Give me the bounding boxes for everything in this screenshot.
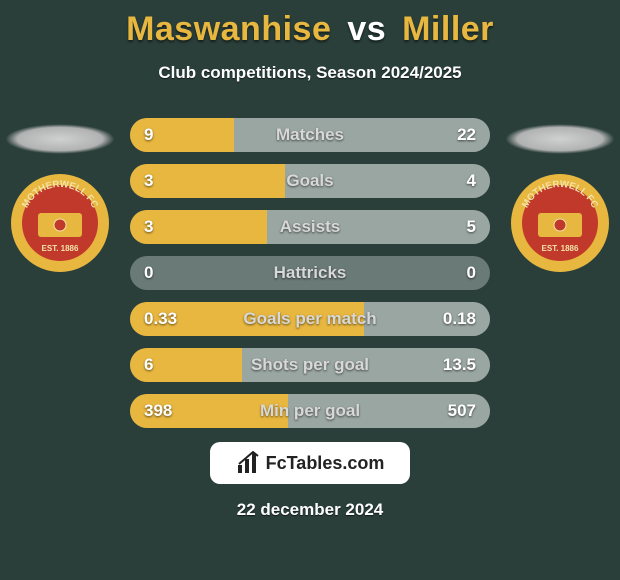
stat-label: Goals bbox=[130, 164, 490, 198]
stat-row: 00Hattricks bbox=[130, 256, 490, 290]
svg-text:EST. 1886: EST. 1886 bbox=[42, 244, 79, 253]
player1-ellipse-shadow bbox=[5, 124, 115, 154]
stat-row: 35Assists bbox=[130, 210, 490, 244]
stat-row: 398507Min per goal bbox=[130, 394, 490, 428]
stat-row: 922Matches bbox=[130, 118, 490, 152]
date-text: 22 december 2024 bbox=[0, 500, 620, 520]
stat-label: Assists bbox=[130, 210, 490, 244]
stat-row: 0.330.18Goals per match bbox=[130, 302, 490, 336]
svg-text:MOTHERWELL FC: MOTHERWELL FC bbox=[20, 179, 100, 210]
page-title: Maswanhise vs Miller bbox=[0, 10, 620, 49]
brand-badge: FcTables.com bbox=[210, 442, 410, 484]
bar-chart-icon bbox=[236, 451, 260, 475]
stat-label: Shots per goal bbox=[130, 348, 490, 382]
player2-club-crest: MOTHERWELL FC EST. 1886 bbox=[510, 173, 610, 273]
stat-label: Min per goal bbox=[130, 394, 490, 428]
stats-list: 922Matches 34Goals 35Assists 00Hattricks 0.3… bbox=[130, 118, 490, 440]
player2-ellipse-shadow bbox=[505, 124, 615, 154]
svg-text:MOTHERWELL FC: MOTHERWELL FC bbox=[520, 179, 600, 210]
club-crest-icon: MOTHERWELL FC EST. 1886 bbox=[510, 173, 610, 273]
player2-name: Miller bbox=[402, 10, 494, 48]
player1-club-crest: MOTHERWELL FC EST. 1886 bbox=[10, 173, 110, 273]
comparison-infographic: Maswanhise vs Miller Club competitions, … bbox=[0, 0, 620, 580]
svg-text:EST. 1886: EST. 1886 bbox=[542, 244, 579, 253]
vs-text: vs bbox=[347, 10, 386, 48]
player1-name: Maswanhise bbox=[126, 10, 331, 48]
stat-label: Hattricks bbox=[130, 256, 490, 290]
brand-text: FcTables.com bbox=[266, 453, 385, 474]
stat-label: Goals per match bbox=[130, 302, 490, 336]
subtitle: Club competitions, Season 2024/2025 bbox=[0, 63, 620, 83]
stat-label: Matches bbox=[130, 118, 490, 152]
club-crest-icon: MOTHERWELL FC EST. 1886 bbox=[10, 173, 110, 273]
stat-row: 34Goals bbox=[130, 164, 490, 198]
stat-row: 613.5Shots per goal bbox=[130, 348, 490, 382]
